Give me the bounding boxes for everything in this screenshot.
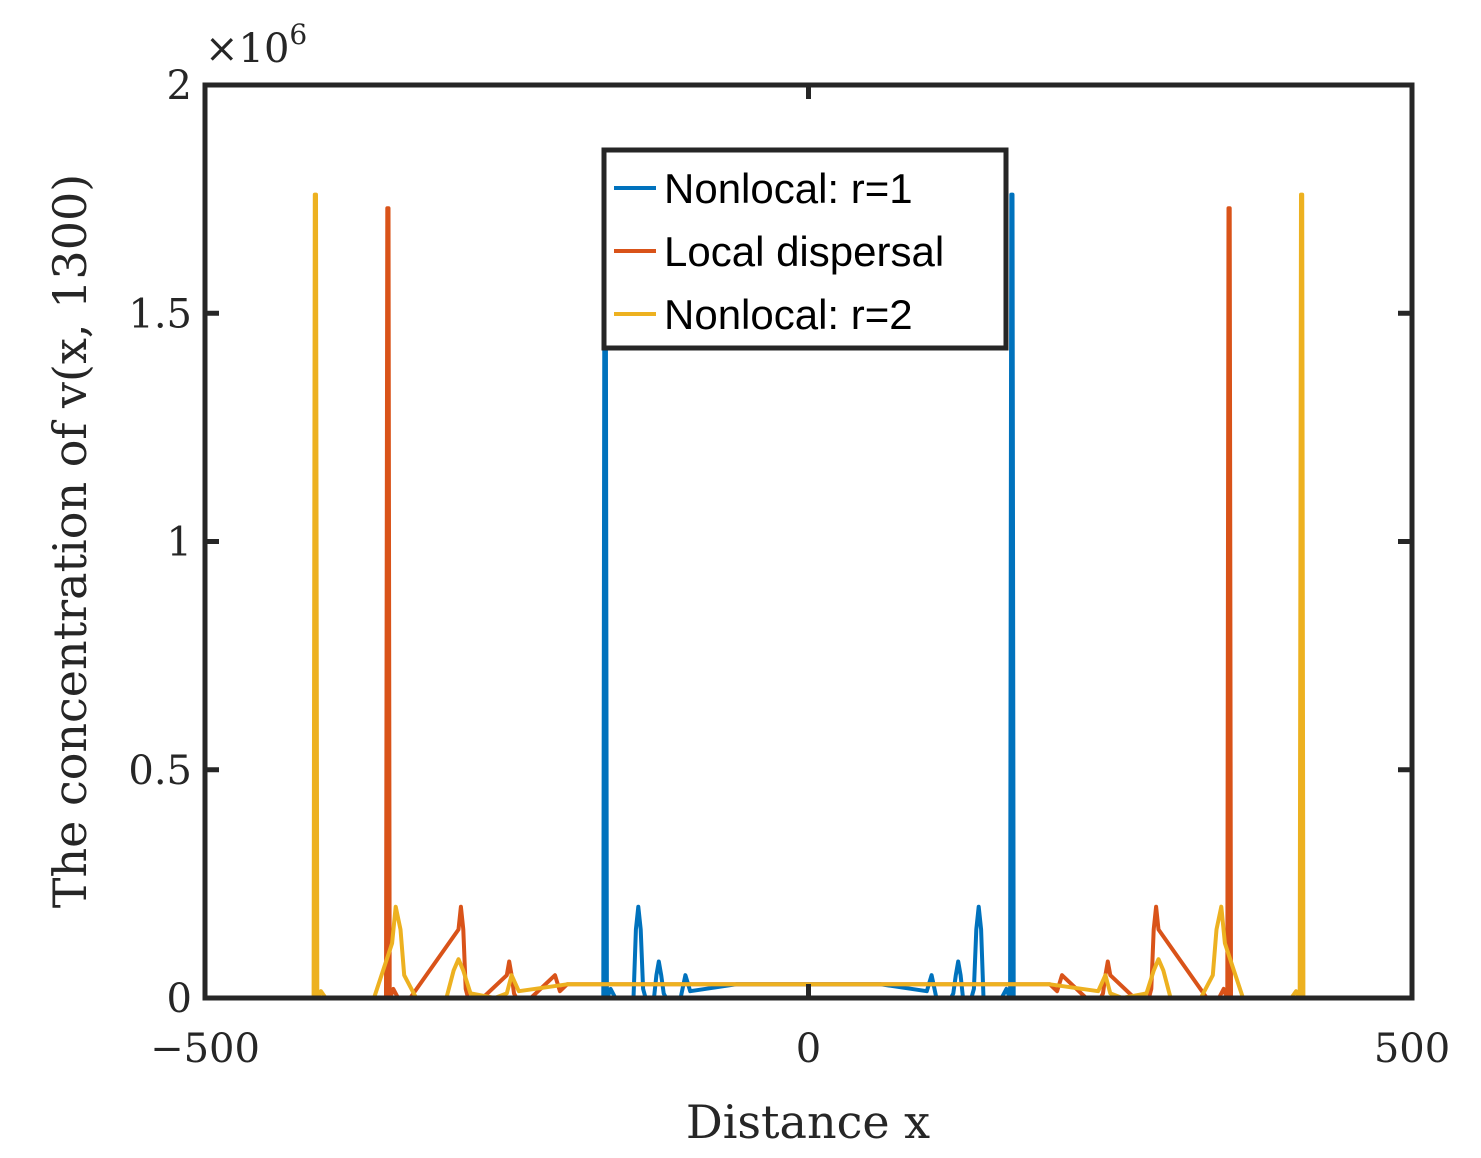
- y-tick-label: 0.5: [128, 748, 192, 794]
- legend[interactable]: Nonlocal: r=1 Local dispersal Nonlocal: r=…: [601, 147, 1009, 351]
- legend-label: Local dispersal: [664, 228, 944, 275]
- legend-entry-3[interactable]: Nonlocal: r=2: [614, 291, 913, 338]
- y-tick-label: 0: [167, 976, 192, 1022]
- y-axis-label: The concentration of v(x, 1300): [43, 174, 97, 908]
- y-exponent-label: ×106: [205, 18, 307, 72]
- y-exponent-power: 6: [289, 18, 307, 51]
- plot-frame: [202, 82, 1415, 1001]
- x-tick-label: −500: [150, 1026, 260, 1072]
- legend-entry-1[interactable]: Nonlocal: r=1: [614, 165, 913, 212]
- legend-entries: Nonlocal: r=1 Local dispersal Nonlocal: r=…: [614, 165, 944, 338]
- legend-label: Nonlocal: r=2: [664, 291, 913, 338]
- y-tick-label: 1: [167, 520, 192, 566]
- x-axis-label: Distance x: [686, 1095, 930, 1149]
- y-tick-label: 1.5: [128, 291, 192, 337]
- legend-entry-2[interactable]: Local dispersal: [614, 228, 944, 275]
- legend-box: [601, 147, 1009, 351]
- legend-label: Nonlocal: r=1: [664, 165, 913, 212]
- y-exponent-base: ×10: [205, 26, 289, 72]
- y-tick-label: 2: [167, 63, 192, 109]
- x-tick-label: 500: [1374, 1026, 1450, 1072]
- x-tick-label: 0: [796, 1026, 821, 1072]
